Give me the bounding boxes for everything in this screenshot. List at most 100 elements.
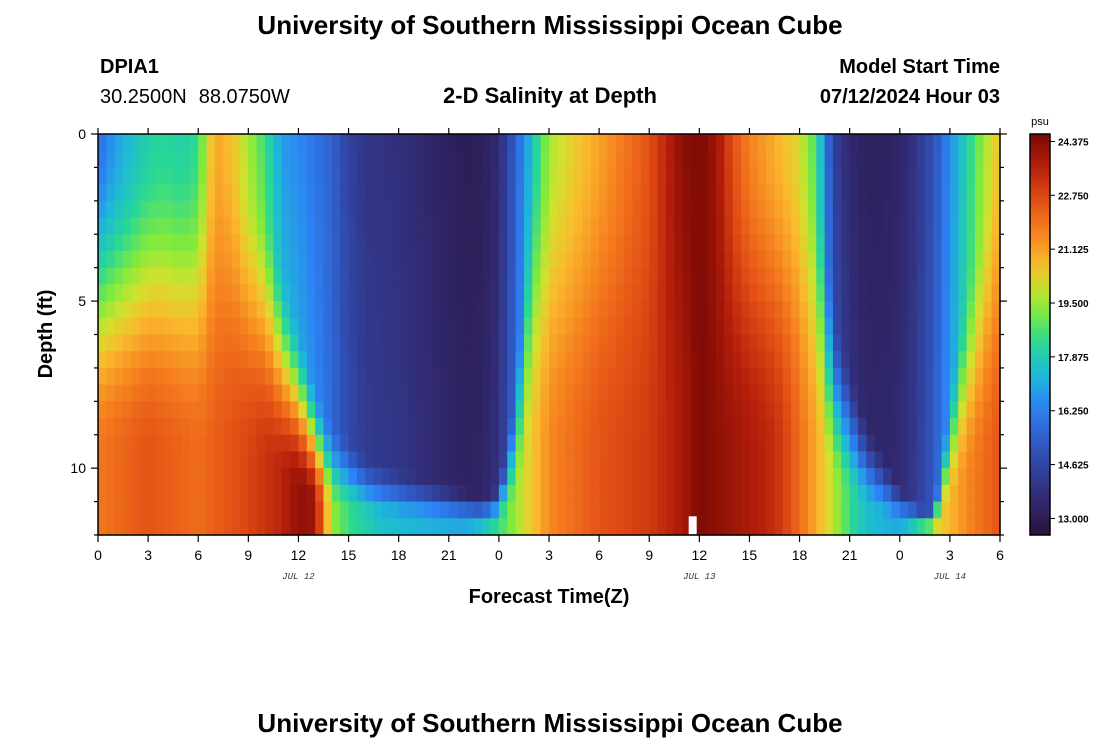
heatmap-cell bbox=[557, 418, 567, 436]
heatmap-cell bbox=[757, 317, 767, 336]
heatmap-cell bbox=[223, 284, 233, 302]
heatmap-cell bbox=[407, 267, 416, 285]
heatmap-cell bbox=[657, 501, 667, 519]
heatmap-cell bbox=[757, 267, 767, 285]
heatmap-cell bbox=[198, 217, 208, 235]
heatmap-cell bbox=[323, 167, 333, 185]
heatmap-cell bbox=[615, 234, 625, 252]
heatmap-cell bbox=[231, 200, 241, 219]
heatmap-cell bbox=[114, 200, 124, 219]
heatmap-cell bbox=[440, 468, 450, 486]
heatmap-cell bbox=[114, 301, 124, 319]
heatmap-cell bbox=[415, 434, 425, 453]
heatmap-cell bbox=[590, 518, 600, 536]
heatmap-cell bbox=[448, 317, 458, 336]
heatmap-cell bbox=[390, 301, 400, 319]
heatmap-cell bbox=[265, 401, 274, 419]
heatmap-cell bbox=[849, 150, 859, 169]
heatmap-cell bbox=[390, 334, 400, 352]
heatmap-cell bbox=[549, 217, 558, 235]
heatmap-cell bbox=[791, 234, 801, 252]
heatmap-cell bbox=[983, 150, 993, 169]
heatmap-cell bbox=[348, 250, 358, 269]
heatmap-cell bbox=[749, 384, 759, 402]
heatmap-cell bbox=[582, 234, 592, 252]
heatmap-cell bbox=[799, 501, 809, 519]
heatmap-cell bbox=[774, 501, 784, 519]
heatmap-cell bbox=[816, 351, 826, 369]
heatmap-cell bbox=[407, 234, 416, 252]
heatmap-cell bbox=[256, 501, 266, 519]
heatmap-cell bbox=[239, 217, 249, 235]
heatmap-cell bbox=[490, 518, 500, 536]
heatmap-cell bbox=[331, 501, 341, 519]
heatmap-cell bbox=[866, 484, 876, 503]
heatmap-cell bbox=[858, 184, 867, 202]
heatmap-cell bbox=[749, 234, 759, 252]
heatmap-cell bbox=[515, 134, 525, 152]
heatmap-cell bbox=[331, 317, 341, 336]
heatmap-cell bbox=[265, 301, 274, 319]
heatmap-cell bbox=[674, 167, 684, 185]
heatmap-cell bbox=[690, 150, 700, 169]
heatmap-cell bbox=[549, 200, 558, 219]
heatmap-cell bbox=[139, 434, 149, 453]
heatmap-cell bbox=[983, 250, 993, 269]
heatmap-cell bbox=[924, 134, 934, 152]
heatmap-cell bbox=[832, 434, 842, 453]
heatmap-cell bbox=[983, 301, 993, 319]
heatmap-cell bbox=[331, 150, 341, 169]
heatmap-cell bbox=[958, 250, 968, 269]
heatmap-cell bbox=[607, 150, 617, 169]
heatmap-cell bbox=[891, 367, 901, 386]
heatmap-cell bbox=[690, 451, 700, 469]
heatmap-cell bbox=[941, 167, 951, 185]
heatmap-cell bbox=[899, 301, 909, 319]
heatmap-cell bbox=[874, 401, 884, 419]
heatmap-cell bbox=[398, 217, 408, 235]
heatmap-cell bbox=[123, 367, 133, 386]
heatmap-cell bbox=[958, 134, 968, 152]
heatmap-cell bbox=[256, 367, 266, 386]
heatmap-cell bbox=[607, 250, 617, 269]
heatmap-cell bbox=[824, 284, 834, 302]
heatmap-cell bbox=[448, 418, 458, 436]
heatmap-cell bbox=[757, 351, 767, 369]
heatmap-cell bbox=[423, 451, 433, 469]
heatmap-cell bbox=[173, 150, 183, 169]
heatmap-cell bbox=[432, 217, 442, 235]
heatmap-cell bbox=[323, 134, 333, 152]
heatmap-cell bbox=[774, 451, 784, 469]
heatmap-cell bbox=[824, 134, 834, 152]
heatmap-cells bbox=[98, 134, 1001, 536]
heatmap-cell bbox=[189, 418, 199, 436]
heatmap-cell bbox=[724, 250, 734, 269]
heatmap-cell bbox=[381, 150, 391, 169]
heatmap-cell bbox=[590, 217, 600, 235]
heatmap-cell bbox=[306, 250, 316, 269]
heatmap-cell bbox=[933, 451, 943, 469]
heatmap-cell bbox=[883, 217, 893, 235]
heatmap-cell bbox=[148, 150, 158, 169]
x-tick-label: 9 bbox=[645, 547, 653, 563]
heatmap-cell bbox=[899, 284, 909, 302]
heatmap-cell bbox=[632, 484, 642, 503]
heatmap-cell bbox=[958, 401, 968, 419]
heatmap-cell bbox=[123, 418, 133, 436]
heatmap-cell bbox=[908, 317, 918, 336]
heatmap-cell bbox=[549, 184, 558, 202]
heatmap-cell bbox=[707, 384, 717, 402]
heatmap-cell bbox=[632, 434, 642, 453]
heatmap-cell bbox=[365, 418, 375, 436]
heatmap-cell bbox=[498, 200, 508, 219]
heatmap-cell bbox=[407, 301, 416, 319]
heatmap-cell bbox=[574, 184, 584, 202]
heatmap-cell bbox=[181, 200, 191, 219]
heatmap-cell bbox=[106, 451, 116, 469]
heatmap-cell bbox=[214, 267, 224, 285]
heatmap-cell bbox=[98, 317, 107, 336]
heatmap-cell bbox=[273, 167, 283, 185]
heatmap-cell bbox=[223, 184, 233, 202]
heatmap-cell bbox=[741, 317, 751, 336]
heatmap-cell bbox=[156, 250, 166, 269]
